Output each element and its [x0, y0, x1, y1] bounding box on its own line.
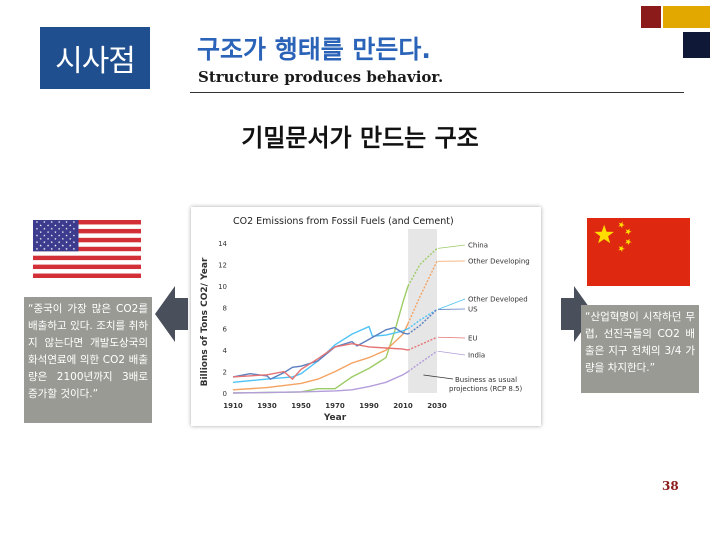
arrow-right-icon — [561, 286, 594, 342]
legend-label: China — [468, 242, 488, 250]
series-projection-us — [407, 308, 438, 335]
series-projection-other-developing — [407, 260, 438, 324]
co2-emissions-chart: CO2 Emissions from Fossil Fuels (and Cem… — [191, 207, 541, 426]
series-projection-china — [407, 247, 438, 287]
annotation-pointer — [423, 374, 454, 380]
x-tick-label: 1950 — [291, 402, 311, 410]
series-leader-line — [437, 298, 466, 310]
quote-left: “중국이 가장 많은 CO2를 배출하고 있다. 조치를 취하지 않는다면 개발… — [24, 297, 152, 423]
y-tick-label: 12 — [218, 261, 227, 269]
series-line-other-developing — [232, 323, 409, 391]
series-leader-line — [437, 244, 466, 249]
legend-label: EU — [468, 335, 478, 343]
projection-band — [408, 229, 437, 393]
series-leader-line — [437, 350, 466, 356]
legend-label: Other Developing — [468, 258, 530, 266]
y-tick-label: 2 — [223, 369, 227, 377]
arrow-left-icon — [155, 286, 188, 342]
y-tick-label: 4 — [223, 347, 228, 355]
chart-title: CO2 Emissions from Fossil Fuels (and Cem… — [233, 216, 454, 227]
series-line-other-developed — [232, 325, 409, 383]
x-tick-label: 1930 — [257, 402, 277, 410]
y-tick-label: 10 — [218, 283, 227, 291]
legend-label: Other Developed — [468, 296, 528, 304]
section-badge: 시사점 — [40, 27, 150, 89]
legend-label: US — [468, 306, 478, 314]
y-tick-label: 8 — [223, 304, 227, 312]
series-line-india — [232, 371, 409, 394]
decor-square-red — [641, 6, 661, 28]
chart-svg: CO2 Emissions from Fossil Fuels (and Cem… — [200, 216, 530, 423]
x-tick-label: 1970 — [325, 402, 345, 410]
y-axis-label: Billions of Tons CO2/ Year — [200, 257, 210, 386]
series-line-china — [232, 285, 409, 394]
page-subtitle-en: Structure produces behavior. — [198, 68, 444, 86]
section-heading: 기밀문서가 만드는 구조 — [241, 124, 479, 152]
header-divider — [190, 92, 684, 93]
quote-right: “산업혁명이 시작하던 무렵, 선진국들의 CO2 배출은 지구 전체의 3/4… — [581, 305, 699, 393]
page-number: 38 — [662, 479, 679, 493]
x-tick-label: 1990 — [359, 402, 379, 410]
y-tick-label: 6 — [223, 326, 228, 334]
page-title: 구조가 행태를 만든다. — [197, 35, 431, 64]
series-leader-line — [437, 336, 466, 339]
projection-annotation: Business as usual projections (RCP 8.5) — [449, 376, 523, 393]
x-tick-label: 2010 — [393, 402, 413, 410]
series-line-us — [232, 326, 409, 380]
x-tick-label: 1910 — [223, 402, 243, 410]
china-flag-icon — [587, 218, 690, 286]
decor-square-navy — [683, 32, 710, 58]
series-projection-other-developed — [407, 308, 438, 330]
x-tick-label: 2030 — [427, 402, 447, 410]
series-projection-eu — [407, 336, 438, 351]
series-projection-india — [407, 350, 438, 373]
x-axis-label: Year — [323, 413, 347, 423]
y-tick-label: 14 — [218, 240, 227, 248]
y-tick-label: 0 — [223, 390, 227, 398]
series-line-eu — [232, 342, 409, 381]
decor-square-gold — [663, 6, 710, 28]
legend-label: India — [468, 352, 485, 360]
us-flag-icon — [33, 220, 141, 278]
